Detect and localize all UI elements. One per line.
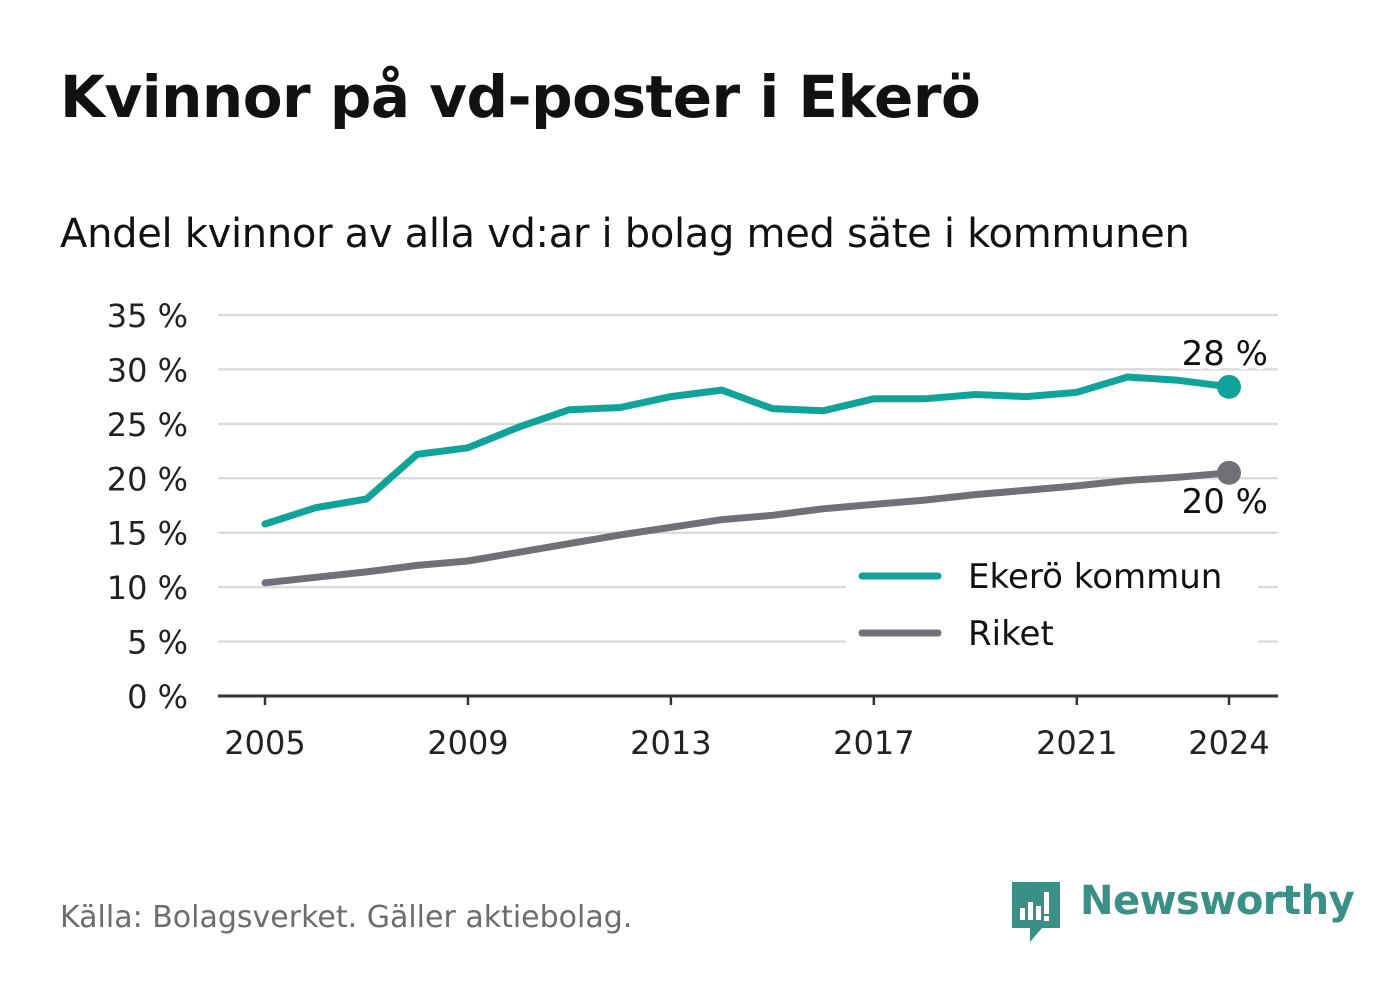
brand-logo: Newsworthy <box>1008 876 1355 946</box>
y-tick-label: 10 % <box>107 569 188 607</box>
end-label-1: 20 % <box>1182 482 1268 522</box>
x-tick-label: 2024 <box>1188 724 1269 762</box>
gridlines <box>218 313 1278 643</box>
line-chart: 0 %5 %10 %15 %20 %25 %30 %35 % 2005 2009 2… <box>107 297 1278 762</box>
x-tick-label: 2017 <box>833 724 914 762</box>
y-tick-label: 5 % <box>127 624 188 662</box>
chart-title: Kvinnor på vd-poster i Ekerö <box>60 63 981 131</box>
y-tick-label: 15 % <box>107 515 188 553</box>
y-tick-label: 35 % <box>107 297 188 335</box>
legend-label-1: Riket <box>968 614 1054 654</box>
x-tick-label: 2009 <box>427 724 508 762</box>
y-tick-label: 20 % <box>107 460 188 498</box>
series-end-marker-0 <box>1217 374 1241 399</box>
series-end-marker-1 <box>1217 460 1241 485</box>
x-tick-label: 2013 <box>630 724 711 762</box>
series-line-0 <box>261 373 1233 528</box>
source-note: Källa: Bolagsverket. Gäller aktiebolag. <box>60 900 633 935</box>
x-tick-label: 2005 <box>224 724 305 762</box>
series-line-1 <box>261 469 1233 587</box>
chart-subtitle: Andel kvinnor av alla vd:ar i bolag med … <box>60 211 1190 257</box>
end-label-0: 28 % <box>1182 334 1268 374</box>
legend-label-0: Ekerö kommun <box>968 557 1222 597</box>
series-lines <box>261 373 1241 587</box>
y-tick-label: 30 % <box>107 351 188 389</box>
x-axis: 2005 2009 2013 2017 2021 2024 <box>218 694 1278 762</box>
end-labels: 20 % 28 % <box>1178 330 1272 526</box>
x-tick-label: 2021 <box>1036 724 1117 762</box>
y-tick-label: 0 % <box>127 678 188 716</box>
bar-chart-speech-bubble-icon <box>1012 882 1060 942</box>
brand-name: Newsworthy <box>1080 878 1355 924</box>
y-axis-ticks: 0 % 5 % 10 % 15 % 20 % 25 % 30 % 35 % <box>107 297 188 716</box>
legend: Ekerö kommun Riket <box>846 540 1258 658</box>
legend-background <box>846 540 1258 658</box>
y-tick-label: 25 % <box>107 406 188 444</box>
